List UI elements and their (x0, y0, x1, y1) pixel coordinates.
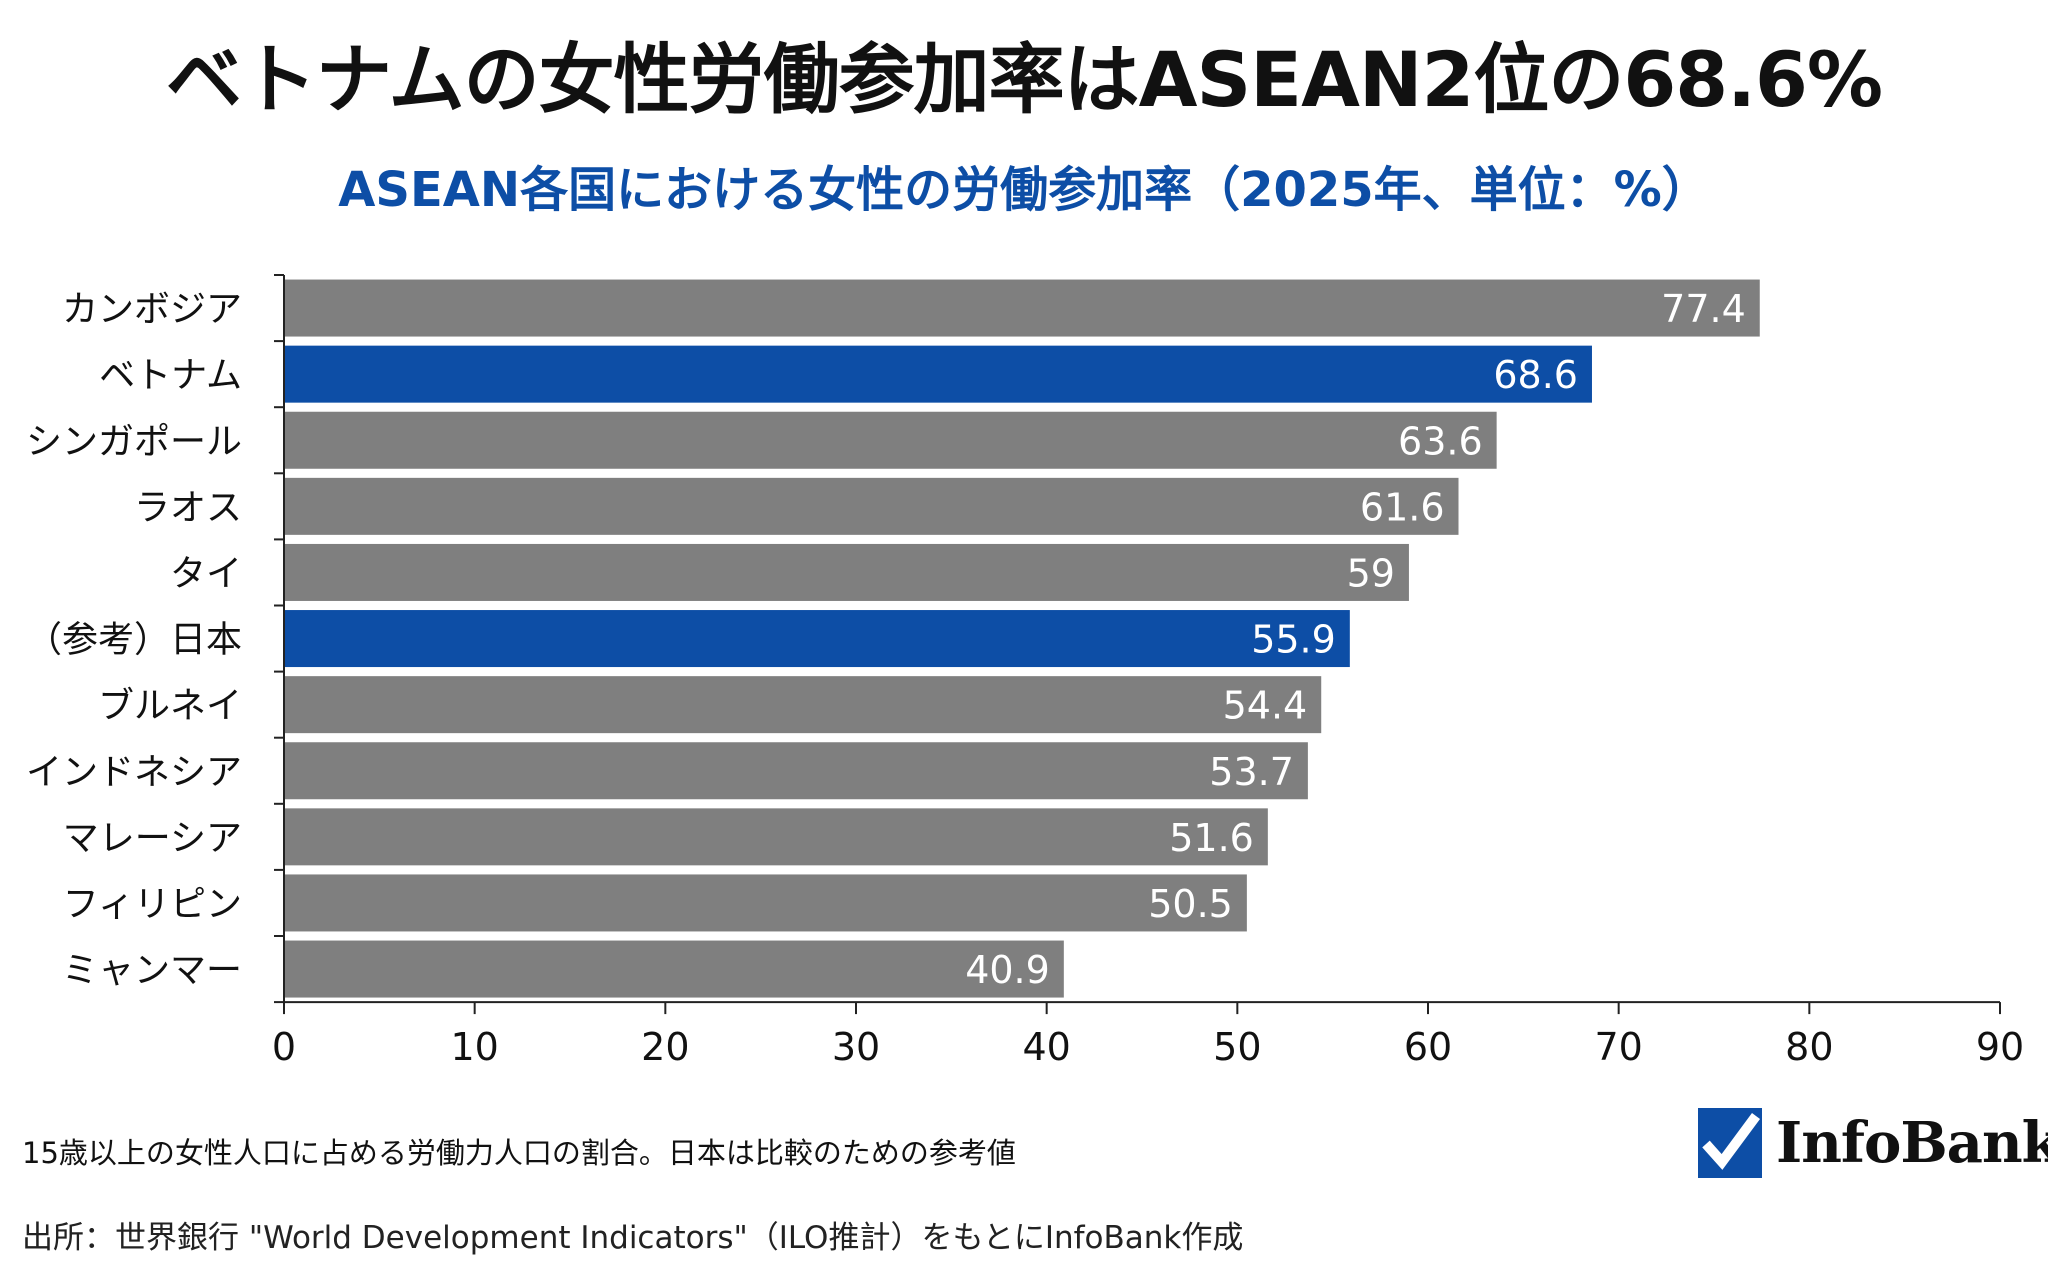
value-label-6: 54.4 (1223, 684, 1308, 728)
value-label-8: 51.6 (1169, 816, 1254, 860)
x-tick-label-1: 10 (450, 1025, 498, 1069)
category-label-8: マレーシア (63, 818, 242, 859)
value-label-0: 77.4 (1661, 287, 1746, 331)
value-label-4: 59 (1347, 551, 1395, 595)
chart-title: ベトナムの女性労働参加率はASEAN2位の68.6% (165, 35, 1883, 124)
value-label-5: 55.9 (1251, 618, 1336, 662)
bar-7 (284, 742, 1308, 800)
x-tick-label-8: 80 (1785, 1025, 1833, 1069)
bar-5 (284, 610, 1350, 668)
bar-chart: 77.4 カンボジア 68.6 ベトナム 63.6 シンガポール 61.6 ラオス 59 タイ 55… (26, 274, 2024, 1069)
category-label-10: ミャンマー (62, 950, 242, 991)
x-tick-label-4: 40 (1022, 1025, 1070, 1069)
category-label-1: ベトナム (99, 355, 242, 396)
bar-10 (284, 940, 1064, 998)
category-label-0: カンボジア (62, 289, 242, 330)
category-label-5: （参考）日本 (26, 620, 242, 661)
category-label-4: タイ (170, 553, 242, 594)
x-tick-label-5: 50 (1213, 1025, 1261, 1069)
bar-1 (284, 345, 1592, 403)
x-tick-label-2: 20 (641, 1025, 689, 1069)
source-note: 出所：世界銀行 "World Development Indicators"（I… (22, 1220, 1244, 1256)
category-label-9: フィリピン (63, 884, 242, 925)
checkmark-icon (1698, 1108, 1762, 1178)
value-label-1: 68.6 (1493, 353, 1578, 397)
value-label-2: 63.6 (1398, 419, 1483, 463)
footnote: 15歳以上の女性人口に占める労働力人口の割合。日本は比較のための参考値 (22, 1136, 1016, 1170)
category-label-6: ブルネイ (98, 686, 242, 727)
bar-9 (284, 874, 1247, 932)
value-label-9: 50.5 (1148, 882, 1233, 926)
x-tick-label-9: 90 (1976, 1025, 2024, 1069)
x-tick-label-3: 30 (832, 1025, 880, 1069)
infobank-logo: InfoBank (1698, 1108, 2048, 1180)
value-label-3: 61.6 (1360, 485, 1445, 529)
category-label-2: シンガポール (26, 421, 242, 462)
bar-2 (284, 411, 1497, 469)
bar-0 (284, 279, 1760, 337)
chart-subtitle: ASEAN各国における女性の労働参加率（2025年、単位：%） (338, 162, 1710, 218)
bar-6 (284, 676, 1322, 734)
category-label-3: ラオス (134, 487, 242, 528)
value-label-10: 40.9 (965, 948, 1050, 992)
bar-4 (284, 543, 1409, 601)
category-label-7: インドネシア (26, 752, 242, 793)
bar-3 (284, 477, 1459, 535)
bar-8 (284, 808, 1268, 866)
logo-text: InfoBank (1776, 1110, 2048, 1176)
x-tick-label-7: 70 (1594, 1025, 1642, 1069)
x-tick-label-0: 0 (272, 1025, 296, 1069)
x-tick-label-6: 60 (1404, 1025, 1452, 1069)
value-label-7: 53.7 (1209, 750, 1294, 794)
